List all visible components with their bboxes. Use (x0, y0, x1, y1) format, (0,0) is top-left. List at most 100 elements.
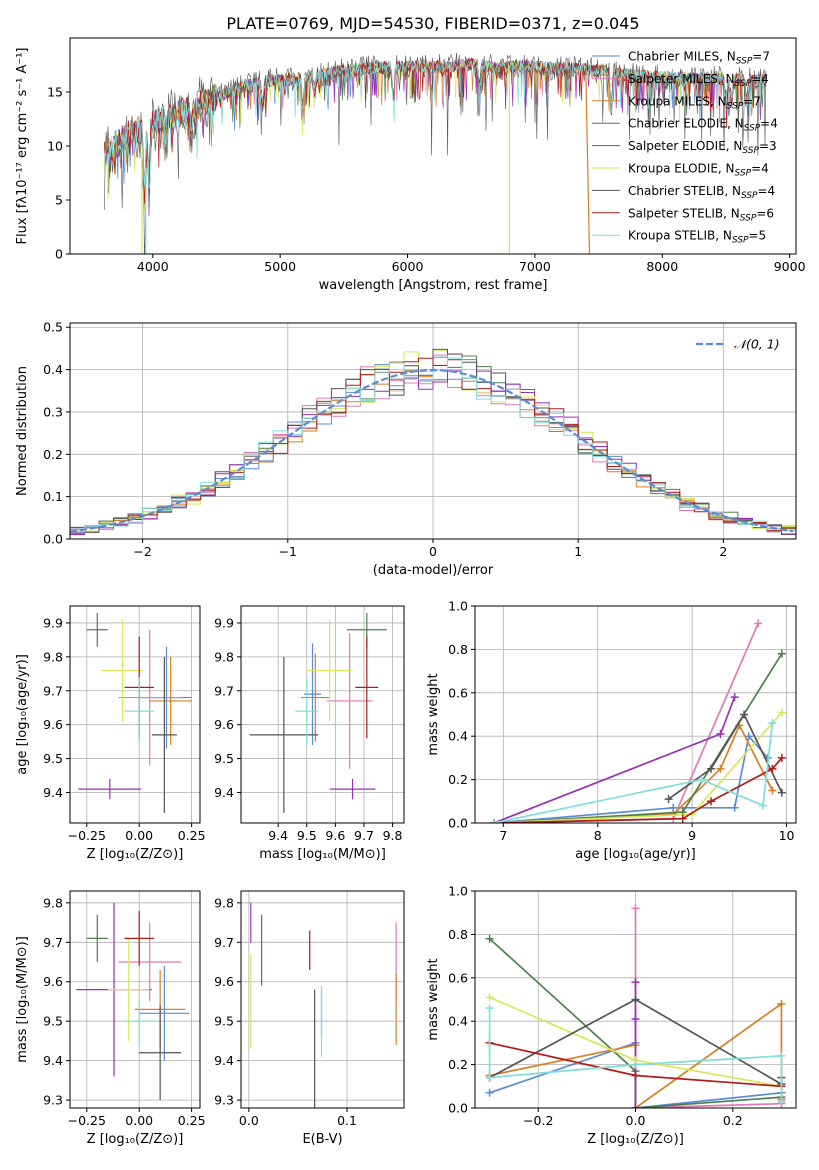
y-tick-label: 9.7 (214, 935, 234, 950)
x-tick-label: 2 (719, 544, 727, 559)
errorbar-chabrier_elodie (86, 914, 108, 963)
x-tick-label: 9.6 (325, 828, 345, 843)
y-tick-label: 0.4 (43, 362, 63, 377)
series-marker (631, 1104, 640, 1108)
spectrum-legend: Chabrier MILES, NSSP=7 Salpeter MILES, NS… (592, 50, 778, 246)
x-tick-label: 9.4 (268, 828, 288, 843)
x-tick-label: 5000 (264, 259, 296, 274)
series-marker (707, 797, 716, 806)
series-marker (485, 934, 494, 943)
plot-area-ebv_vs_mass (250, 902, 397, 1108)
series-marker (716, 764, 725, 773)
series-marker (730, 693, 739, 702)
y-tick-label: 9.6 (43, 974, 63, 989)
series-marker (716, 730, 725, 739)
y-tick-label: 0.0 (43, 532, 63, 547)
series-marker (768, 786, 777, 795)
y-tick-label: 15 (47, 85, 63, 100)
y-tick-label: 9.6 (214, 717, 234, 732)
legend-entry-salpeter_miles: Salpeter MILES, NSSP=4 (628, 72, 769, 89)
series-marker (485, 1073, 494, 1082)
series-marker (631, 904, 640, 913)
y-tick-label: 0.2 (43, 447, 63, 462)
series-marker (768, 764, 777, 773)
plot-area-residual_hist (70, 348, 796, 535)
histogram-kroupa_stelib (70, 357, 796, 533)
legend-entry-kroupa_stelib: Kroupa STELIB, NSSP=5 (628, 229, 766, 246)
series-marker (754, 619, 763, 628)
axes-frame (240, 605, 405, 824)
legend-nssp: =4 (751, 162, 769, 176)
y-tick-label: 5 (55, 193, 63, 208)
panel-z_vs_mass: −0.25 0.00 0.25 9.3 9.4 9.5 9.6 9.7 9.8 Z [log₁₀(… (15, 890, 206, 1147)
y-tick-label: 9.4 (214, 785, 234, 800)
x-tick-label: 0.25 (178, 828, 206, 843)
panel-spectrum: Chabrier MILES, NSSP=7 Salpeter MILES, NS… (15, 37, 806, 293)
y-tick-label: 9.4 (43, 785, 63, 800)
panel-z_vs_massweight: −0.2 0.0 0.2 0.0 0.2 0.4 0.6 0.8 1.0 Z [log₁₀(Z/Z… (426, 884, 797, 1147)
series-marker (730, 803, 739, 812)
x-tick-label: 0.00 (125, 828, 153, 843)
plot-area-z_vs_mass (76, 902, 190, 1101)
y-axis-label: age [log₁₀(age/yr)] (15, 654, 30, 775)
y-axis-label: Normed distribution (15, 366, 30, 496)
y-tick-label: 0.2 (448, 772, 468, 787)
axes-frame (69, 605, 201, 824)
errorbar-kroupa_elodie (306, 619, 353, 722)
histogram-legend: 𝒩(0, 1) (696, 337, 780, 352)
errorbar-kroupa_miles (301, 653, 330, 742)
legend-nssp: =3 (759, 139, 777, 153)
y-tick-label: 10 (47, 139, 63, 154)
series-marker (777, 753, 786, 762)
errorbar-chabrier_elodie (86, 612, 108, 647)
axes-frame (69, 890, 201, 1109)
x-axis-label: Z [log₁₀(Z/Z⊙)] (87, 847, 184, 862)
x-tick-label: 0.1 (337, 1113, 357, 1128)
series-marker (631, 1071, 640, 1080)
errorbar-chabrier_stelib (249, 656, 319, 813)
x-tick-label: 0.00 (125, 1113, 153, 1128)
y-tick-label: 9.8 (214, 649, 234, 664)
series-kroupa_elodie (489, 708, 786, 823)
x-tick-label: 7000 (519, 259, 551, 274)
series-marker (777, 1097, 786, 1106)
series-line (493, 723, 774, 823)
series-marker (485, 1004, 494, 1013)
series-marker (631, 1015, 640, 1024)
y-tick-label: 9.5 (43, 1014, 63, 1029)
y-tick-label: 9.8 (43, 895, 63, 910)
legend-subscript: SSP (744, 124, 761, 134)
series-marker (707, 764, 716, 773)
plot-area-z_vs_massweight (485, 904, 786, 1108)
figure-title: PLATE=0769, MJD=54530, FIBERID=0371, z=0… (226, 14, 639, 33)
x-tick-label: −0.2 (523, 1113, 553, 1128)
series-marker (631, 1060, 640, 1069)
series-kroupa_stelib (485, 1004, 786, 1106)
series-marker (777, 1051, 786, 1060)
legend-entry-kroupa_elodie: Kroupa ELODIE, NSSP=4 (628, 162, 769, 179)
x-axis-label: Z [log₁₀(Z/Z⊙)] (587, 1132, 684, 1147)
y-tick-label: 9.8 (214, 895, 234, 910)
series-marker (678, 814, 687, 823)
series-marker (631, 995, 640, 1004)
series-marker (777, 788, 786, 797)
series-line (634, 908, 782, 1108)
y-tick-label: 1.0 (448, 884, 468, 899)
histogram-salpeter_stelib (70, 357, 796, 532)
y-tick-label: 9.7 (43, 935, 63, 950)
x-tick-label: 4000 (137, 259, 169, 274)
series-kroupa_stelib (489, 719, 777, 823)
errorbar-salpeter_miles (118, 629, 182, 766)
plot-area-age_vs_massweight (489, 619, 786, 823)
series-marker (758, 801, 767, 810)
legend-subscript: SSP (742, 146, 759, 156)
errorbar-kroupa_stelib (124, 997, 154, 1045)
x-axis-label: E(B-V) (302, 1132, 342, 1147)
series-line (493, 653, 783, 823)
legend-subscript: SSP (740, 213, 757, 223)
y-tick-label: 9.8 (43, 649, 63, 664)
legend-nssp: =4 (751, 72, 769, 86)
series-line (493, 623, 759, 823)
y-tick-label: 0.3 (43, 404, 63, 419)
x-tick-label: 0.25 (178, 1113, 206, 1128)
